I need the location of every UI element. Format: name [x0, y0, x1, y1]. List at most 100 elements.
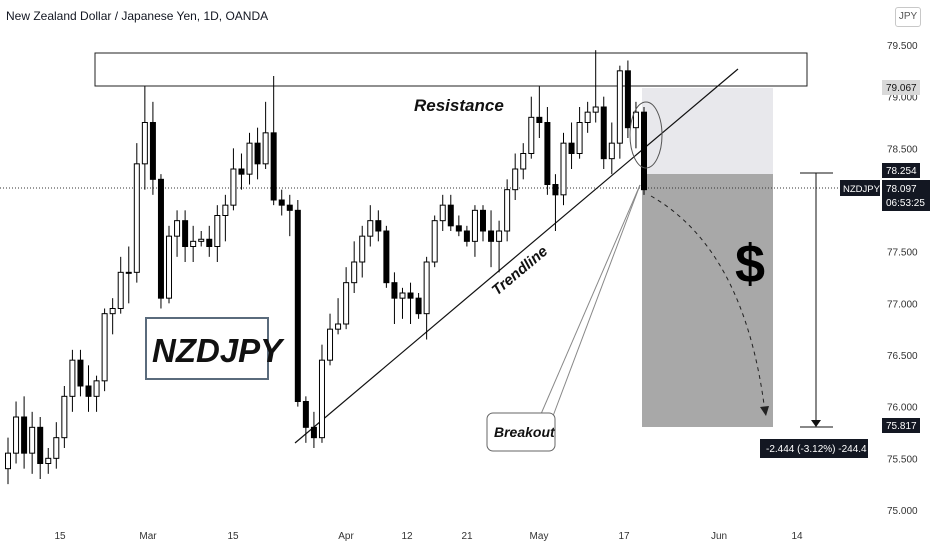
- candle-body-up: [439, 204, 446, 222]
- candle: [254, 127, 261, 180]
- candle: [222, 194, 229, 242]
- candle: [479, 205, 486, 242]
- candle: [206, 225, 213, 257]
- price-axis: 75.000 75.500 76.000 76.500 77.000 77.500 78.0…: [887, 41, 918, 517]
- price-tick-label: 76.500: [887, 351, 918, 362]
- trendline: [294, 68, 739, 444]
- candle-body-up: [166, 235, 173, 299]
- candle: [351, 241, 358, 293]
- candle: [463, 225, 470, 247]
- candle-body-up: [359, 235, 366, 263]
- candle-body-up: [13, 416, 20, 454]
- candle-body-down: [479, 209, 486, 232]
- candle-body-up: [222, 204, 229, 217]
- measure-label: -2.444 (-3.12%) -244.4: [766, 444, 867, 455]
- candle: [616, 65, 623, 159]
- target-price: 75.817: [886, 421, 917, 432]
- measure-arrowhead: [811, 420, 821, 427]
- candle: [21, 396, 28, 469]
- candle-body-up: [69, 359, 76, 397]
- breakout-label-box: [486, 412, 556, 452]
- candle-body-down: [552, 184, 559, 196]
- countdown: 06:53:25: [886, 198, 925, 209]
- candle: [45, 448, 52, 474]
- candle: [174, 210, 181, 257]
- candle: [447, 194, 454, 231]
- candle-body-down: [383, 230, 390, 284]
- candle: [286, 194, 293, 237]
- breakout-circle: [629, 101, 663, 169]
- candle-body-down: [85, 385, 92, 397]
- candles-group: [5, 50, 647, 485]
- candle: [568, 122, 575, 169]
- candle: [536, 86, 543, 138]
- symbol-tag: [840, 180, 880, 196]
- dollar-sign: $: [735, 234, 765, 294]
- candle-body-up: [616, 70, 623, 144]
- candle-body-down: [149, 122, 156, 180]
- candle: [488, 210, 495, 268]
- candle-body-down: [37, 426, 44, 465]
- candle: [359, 225, 366, 278]
- symbol-box-label: NZDJPY: [152, 332, 285, 369]
- candle: [455, 215, 462, 237]
- candle-body-up: [141, 122, 148, 165]
- projection-arrowhead: [760, 406, 769, 416]
- candle-body-up: [632, 111, 639, 129]
- candle: [214, 205, 221, 262]
- candle: [423, 256, 430, 340]
- candle: [198, 231, 205, 247]
- candle-body-down: [600, 106, 607, 160]
- time-tick-label: Apr: [338, 531, 354, 542]
- candle-body-up: [608, 142, 615, 160]
- price-tick-label: 78.500: [887, 144, 918, 155]
- candle: [504, 179, 511, 242]
- candle: [262, 101, 269, 169]
- currency-button[interactable]: JPY: [895, 7, 921, 27]
- candle-body-down: [278, 199, 285, 206]
- candle-body-up: [125, 271, 132, 274]
- candle: [528, 96, 535, 159]
- candle-body-down: [544, 122, 551, 185]
- candle-body-down: [77, 359, 84, 387]
- time-tick-label: May: [530, 531, 549, 542]
- resistance-zone: [94, 52, 808, 87]
- candle-body-down: [375, 220, 382, 232]
- time-tick-label: 14: [791, 531, 803, 542]
- candle-body-up: [560, 142, 567, 196]
- candle: [600, 96, 607, 169]
- candle-body-up: [101, 313, 108, 382]
- candle: [496, 220, 503, 273]
- candle-body-down: [536, 116, 543, 124]
- candle: [310, 411, 317, 448]
- candle-body-up: [174, 220, 181, 237]
- candle-body-down: [568, 142, 575, 155]
- candle-body-up: [117, 271, 124, 310]
- candle-body-up: [471, 209, 478, 242]
- candle: [343, 267, 350, 330]
- candle: [133, 143, 140, 283]
- price-tick-label: 79.500: [887, 41, 918, 52]
- time-tick-label: 17: [618, 531, 630, 542]
- candle-body-down: [391, 282, 398, 299]
- candle-body-up: [327, 328, 334, 361]
- candle-body-down: [182, 220, 189, 248]
- candle: [93, 375, 100, 412]
- candle: [552, 174, 559, 231]
- candle: [512, 153, 519, 200]
- candle: [584, 101, 591, 133]
- symbol-tag-label: NZDJPY: [843, 184, 881, 195]
- candle-body-up: [431, 220, 438, 263]
- projection-curve: [650, 195, 766, 413]
- candle-body-up: [93, 380, 100, 397]
- candle-body-down: [206, 238, 213, 247]
- candle-body-up: [246, 142, 253, 175]
- candle: [624, 60, 631, 138]
- candle-body-up: [318, 359, 325, 439]
- candle-body-down: [310, 426, 317, 439]
- candle: [367, 205, 374, 247]
- candle: [544, 107, 551, 195]
- candle-body-up: [520, 153, 527, 170]
- candle: [399, 287, 406, 319]
